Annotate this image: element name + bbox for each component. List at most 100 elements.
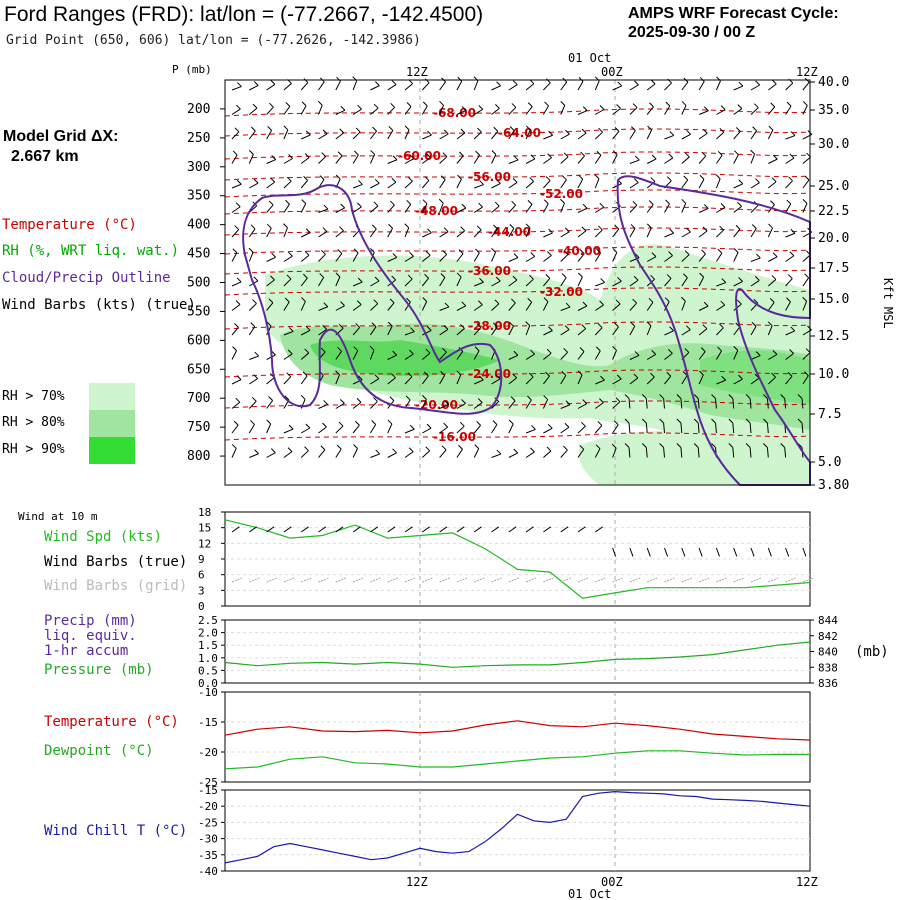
- wind-barb-flag: [684, 152, 690, 158]
- isotherm-label: -28.00: [468, 319, 511, 333]
- wind-barb-flag: [564, 422, 570, 428]
- wind-barb-flag: [805, 348, 811, 353]
- wind-barb: [283, 227, 288, 238]
- precip-label: Precip (mm): [44, 613, 137, 629]
- wind-barb: [266, 83, 276, 91]
- wind-barb-flag: [495, 276, 501, 282]
- wind-barb: [785, 278, 793, 287]
- wind-barb: [508, 204, 516, 213]
- isotherm-3: [224, 172, 811, 181]
- wind-barb-flag: [287, 447, 293, 452]
- height-tick-label: 3.80: [818, 478, 849, 493]
- wind-barb: [491, 183, 501, 189]
- wind-barb: [491, 107, 500, 115]
- pressure-tick-label: 750: [187, 420, 210, 435]
- wind-barb: [749, 422, 752, 434]
- wind-barb-flag: [337, 151, 343, 157]
- wind-barb-flag: [409, 349, 414, 355]
- wind-barb: [387, 377, 396, 385]
- wind-barb-flag: [340, 105, 346, 111]
- precip-tick-label: 0.5: [198, 664, 218, 677]
- wind-barb: [404, 106, 412, 115]
- temperature-tick-label: -25: [198, 776, 218, 789]
- temp-panel-frame: [224, 691, 811, 783]
- wind-barb: [750, 84, 760, 91]
- wind-barb: [231, 154, 238, 164]
- wind-barb-flag: [425, 250, 431, 256]
- wind-barb: [318, 105, 323, 115]
- wind-barb-flag: [630, 321, 636, 327]
- wind-barb-flag: [369, 247, 375, 253]
- wind-speed-tick-label: 12: [198, 537, 211, 550]
- wind-barb: [231, 206, 241, 213]
- wind-barb-flag: [737, 299, 742, 305]
- wind-barb: [784, 398, 787, 409]
- isotherm-label: -32.00: [540, 285, 583, 299]
- wind-barb: [248, 228, 256, 238]
- wind-barb: [733, 281, 743, 287]
- wind-barb-flag: [771, 372, 776, 378]
- wind-barb: [629, 279, 639, 287]
- wind-barb-flag: [598, 127, 603, 133]
- wind-barb-flag: [738, 179, 744, 185]
- grid-wind-barb: [543, 577, 554, 583]
- windchill-tick-label: -35: [198, 849, 218, 862]
- cycle-value: 2025-09-30 / 00 Z: [628, 24, 756, 41]
- wind-barb-flag: [354, 150, 359, 156]
- precip-tick-label: 1.5: [198, 639, 218, 652]
- grid-wind-barb: [301, 577, 312, 583]
- height-tick-label: 22.5: [818, 204, 849, 219]
- wind-barb-flag: [410, 327, 415, 332]
- wind-barb: [801, 398, 804, 409]
- wind-barb-flag: [669, 326, 674, 332]
- wind-barb-flag: [685, 325, 691, 331]
- isotherm-label: -56.00: [468, 170, 511, 184]
- wind-barb: [335, 448, 342, 458]
- windchill-panel-frame: [224, 789, 811, 872]
- wind-barb-flag: [288, 327, 294, 332]
- wind-barb: [456, 109, 467, 115]
- precip-tick-label: 2.0: [198, 627, 218, 640]
- wind-barb-flag: [270, 80, 276, 85]
- wind-barb-flag: [235, 300, 241, 305]
- wind-barb-flag: [474, 444, 480, 449]
- rh-90-swatch: [89, 437, 135, 464]
- surface-wind-barb: [508, 526, 517, 533]
- wind-barb: [612, 85, 622, 91]
- wind-barb-flag: [650, 79, 656, 85]
- wind-barb: [491, 326, 498, 336]
- wind-barb-flag: [338, 421, 344, 427]
- wind-barb: [439, 306, 450, 311]
- wind-barb: [370, 453, 380, 458]
- wind-barb-flag: [560, 101, 566, 106]
- windchill-panel-label: Wind Chill T (°C): [44, 823, 188, 839]
- wind-barb-flag: [422, 297, 428, 302]
- windchill-tick-label: -25: [198, 816, 218, 829]
- wind-barb-flag: [478, 300, 483, 306]
- wind-barb: [732, 422, 735, 434]
- wind-barb: [266, 106, 274, 115]
- wind-barb: [318, 426, 327, 434]
- wind-barb-flag: [375, 449, 381, 455]
- wind-barb: [352, 252, 359, 262]
- wind-barb-flag: [755, 178, 760, 184]
- wind-barb-flag: [648, 297, 654, 303]
- wind-barb: [664, 330, 674, 336]
- wind-barb-flag: [369, 345, 375, 351]
- wind-barb-flag: [358, 180, 363, 185]
- wind-barb: [249, 85, 259, 91]
- wind-barb: [785, 376, 793, 385]
- wind-barb-flag: [561, 273, 567, 278]
- surface-wind-barb: [767, 547, 772, 557]
- wind-barb-flag: [738, 374, 743, 380]
- wind-barb: [560, 133, 570, 140]
- wind-barb-flag: [595, 444, 601, 450]
- wind-barb-flag: [478, 104, 484, 110]
- wind-barb: [697, 422, 700, 434]
- wind-barb: [249, 378, 258, 385]
- wind-barb-flag: [641, 443, 647, 448]
- wind-barb: [266, 256, 276, 262]
- wind-speed-line: [224, 519, 811, 599]
- wind-barb: [664, 278, 672, 287]
